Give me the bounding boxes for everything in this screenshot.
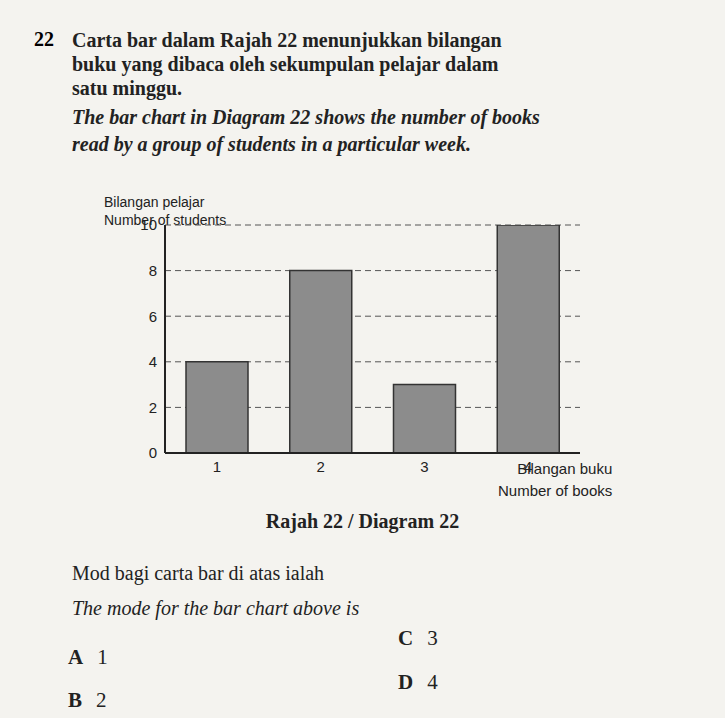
- svg-text:4: 4: [149, 353, 157, 370]
- svg-text:2: 2: [149, 399, 157, 416]
- svg-text:10: 10: [140, 216, 157, 233]
- svg-text:1: 1: [213, 458, 221, 475]
- svg-text:8: 8: [149, 262, 157, 279]
- svg-text:0: 0: [149, 444, 157, 461]
- svg-text:6: 6: [149, 308, 157, 325]
- svg-text:2: 2: [316, 458, 324, 475]
- svg-text:3: 3: [420, 458, 428, 475]
